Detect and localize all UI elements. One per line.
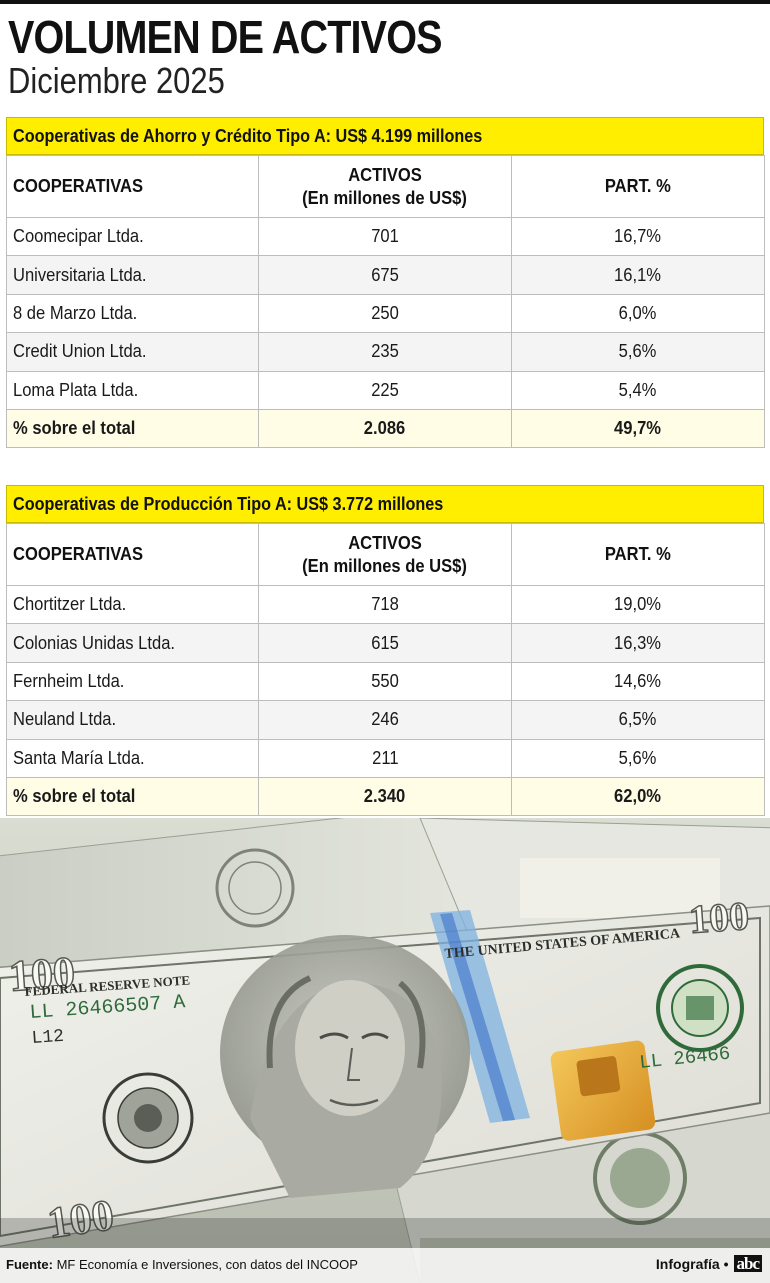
table-header-row: COOPERATIVAS ACTIVOS (En millones de US$… bbox=[6, 523, 765, 586]
column-header-cooperativas: COOPERATIVAS bbox=[6, 155, 259, 218]
cooperative-name: Credit Union Ltda. bbox=[6, 332, 259, 372]
cooperative-name: 8 de Marzo Ltda. bbox=[6, 293, 259, 334]
source-note: Fuente: MF Economía e Inversiones, con d… bbox=[6, 1257, 358, 1272]
total-share: 49,7% bbox=[511, 408, 765, 449]
source-label: Fuente: bbox=[6, 1257, 53, 1272]
share-value: 16,7% bbox=[511, 216, 765, 257]
share-value: 6,5% bbox=[511, 700, 765, 740]
share-value: 16,1% bbox=[511, 255, 765, 295]
abc-logo: abc bbox=[733, 1255, 762, 1272]
assets-value: 675 bbox=[258, 255, 512, 295]
credit: Infografía • abc bbox=[656, 1255, 762, 1272]
cooperative-name: Neuland Ltda. bbox=[6, 700, 259, 740]
column-header-activos: ACTIVOS (En millones de US$) bbox=[258, 155, 512, 218]
total-label: % sobre el total bbox=[6, 408, 259, 449]
assets-value: 225 bbox=[258, 370, 512, 410]
denomination-top-right: 100 bbox=[687, 893, 750, 942]
column-header-activos-unit: (En millones de US$) bbox=[302, 187, 468, 208]
total-share: 62,0% bbox=[511, 776, 765, 817]
page-subtitle: Diciembre 2025 bbox=[8, 60, 225, 101]
share-value: 19,0% bbox=[511, 584, 765, 625]
cooperative-name: Santa María Ltda. bbox=[6, 738, 259, 778]
page-title: VOLUMEN DE ACTIVOS bbox=[8, 11, 442, 63]
table-row: Fernheim Ltda. 550 14,6% bbox=[6, 661, 765, 702]
table-row: 8 de Marzo Ltda. 250 6,0% bbox=[6, 293, 765, 334]
production-table: COOPERATIVAS ACTIVOS (En millones de US$… bbox=[6, 523, 765, 817]
savings-credit-table: COOPERATIVAS ACTIVOS (En millones de US$… bbox=[6, 155, 765, 449]
share-value: 5,6% bbox=[511, 332, 765, 372]
top-rule bbox=[0, 0, 770, 4]
assets-value: 211 bbox=[258, 738, 512, 778]
total-assets: 2.340 bbox=[258, 776, 512, 817]
table-row: Santa María Ltda. 211 5,6% bbox=[6, 738, 765, 778]
assets-value: 235 bbox=[258, 332, 512, 372]
table-row: Coomecipar Ltda. 701 16,7% bbox=[6, 216, 765, 257]
cooperative-name: Universitaria Ltda. bbox=[6, 255, 259, 295]
plate-code: L12 bbox=[31, 1027, 65, 1049]
assets-value: 718 bbox=[258, 584, 512, 625]
savings-credit-table-heading: Cooperativas de Ahorro y Crédito Tipo A:… bbox=[6, 117, 764, 155]
table-total-row: % sobre el total 2.340 62,0% bbox=[6, 776, 765, 817]
cooperative-name: Loma Plata Ltda. bbox=[6, 370, 259, 410]
cooperative-name: Chortitzer Ltda. bbox=[6, 584, 259, 625]
banknotes-illustration: 100 100 100 FEDERAL RESERVE NOTE LL 2646… bbox=[0, 818, 770, 1283]
production-table-heading: Cooperativas de Producción Tipo A: US$ 3… bbox=[6, 485, 764, 523]
table-row: Loma Plata Ltda. 225 5,4% bbox=[6, 370, 765, 410]
table-row: Chortitzer Ltda. 718 19,0% bbox=[6, 584, 765, 625]
column-header-part: PART. % bbox=[511, 523, 765, 586]
assets-value: 246 bbox=[258, 700, 512, 740]
column-header-part: PART. % bbox=[511, 155, 765, 218]
savings-credit-table-block: Cooperativas de Ahorro y Crédito Tipo A:… bbox=[6, 117, 765, 449]
share-value: 5,4% bbox=[511, 370, 765, 410]
share-value: 6,0% bbox=[511, 293, 765, 334]
source-text: MF Economía e Inversiones, con datos del… bbox=[56, 1257, 358, 1272]
column-header-cooperativas: COOPERATIVAS bbox=[6, 523, 259, 586]
share-value: 16,3% bbox=[511, 623, 765, 663]
main-banknote: 100 100 100 FEDERAL RESERVE NOTE LL 2646… bbox=[0, 892, 770, 1249]
table-row: Colonias Unidas Ltda. 615 16,3% bbox=[6, 623, 765, 663]
denomination-top-left: 100 bbox=[7, 947, 76, 1000]
cooperative-name: Colonias Unidas Ltda. bbox=[6, 623, 259, 663]
total-assets: 2.086 bbox=[258, 408, 512, 449]
table-total-row: % sobre el total 2.086 49,7% bbox=[6, 408, 765, 449]
column-header-activos-unit: (En millones de US$) bbox=[302, 555, 468, 576]
assets-value: 701 bbox=[258, 216, 512, 257]
column-header-activos: ACTIVOS (En millones de US$) bbox=[258, 523, 512, 586]
share-value: 5,6% bbox=[511, 738, 765, 778]
assets-value: 615 bbox=[258, 623, 512, 663]
table-row: Universitaria Ltda. 675 16,1% bbox=[6, 255, 765, 295]
assets-value: 250 bbox=[258, 293, 512, 334]
production-table-block: Cooperativas de Producción Tipo A: US$ 3… bbox=[6, 485, 765, 817]
table-row: Credit Union Ltda. 235 5,6% bbox=[6, 332, 765, 372]
table-header-row: COOPERATIVAS ACTIVOS (En millones de US$… bbox=[6, 155, 765, 218]
assets-value: 550 bbox=[258, 661, 512, 702]
share-value: 14,6% bbox=[511, 661, 765, 702]
table-row: Neuland Ltda. 246 6,5% bbox=[6, 700, 765, 740]
total-label: % sobre el total bbox=[6, 776, 259, 817]
credit-text: Infografía • bbox=[655, 1255, 729, 1272]
cooperative-name: Coomecipar Ltda. bbox=[6, 216, 259, 257]
denomination-bottom-left: 100 bbox=[45, 1190, 117, 1248]
cooperative-name: Fernheim Ltda. bbox=[6, 661, 259, 702]
